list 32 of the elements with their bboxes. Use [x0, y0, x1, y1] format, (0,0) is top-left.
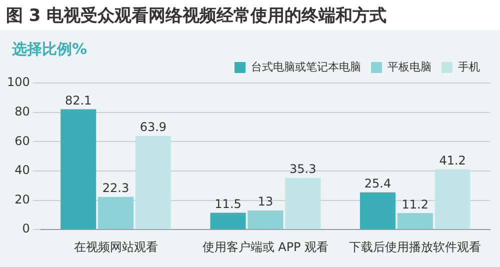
- data-label: 13: [258, 194, 274, 209]
- x-tick-label: 使用客户端或 APP 观看: [202, 240, 329, 254]
- y-tick-label: 20: [14, 192, 30, 206]
- bar: [360, 192, 396, 230]
- y-tick-label: 80: [14, 104, 30, 118]
- y-tick-label: 100: [7, 75, 30, 90]
- bar: [135, 136, 171, 230]
- bar: [60, 109, 96, 230]
- y-tick-label: 0: [22, 222, 30, 236]
- bar: [397, 213, 433, 230]
- legend-label: 台式电脑或笔记本电脑: [251, 60, 361, 74]
- data-label: 63.9: [140, 120, 167, 134]
- chart-title: 图 3 电视受众观看网络视频经常使用的终端和方式: [6, 5, 387, 27]
- bar: [210, 212, 246, 230]
- chart-subtitle: 选择比例%: [12, 40, 88, 59]
- data-label: 82.1: [64, 93, 92, 108]
- bar: [98, 196, 134, 230]
- legend-label: 手机: [458, 60, 480, 74]
- y-tick-label: 40: [14, 163, 30, 178]
- x-tick-label: 下载后使用播放软件观看: [349, 240, 482, 254]
- x-tick-label: 在视频网站观看: [74, 240, 158, 254]
- y-tick-label: 60: [14, 134, 30, 148]
- bar: [285, 178, 321, 230]
- data-label: 11.2: [402, 197, 429, 212]
- data-label: 25.4: [364, 176, 392, 190]
- data-label: 35.3: [290, 162, 316, 176]
- legend-label: 平板电脑: [388, 60, 432, 74]
- data-label: 41.2: [439, 153, 466, 168]
- data-label: 22.3: [102, 181, 130, 196]
- data-label: 11.5: [214, 196, 242, 211]
- bar: [248, 210, 284, 230]
- bar: [434, 169, 470, 230]
